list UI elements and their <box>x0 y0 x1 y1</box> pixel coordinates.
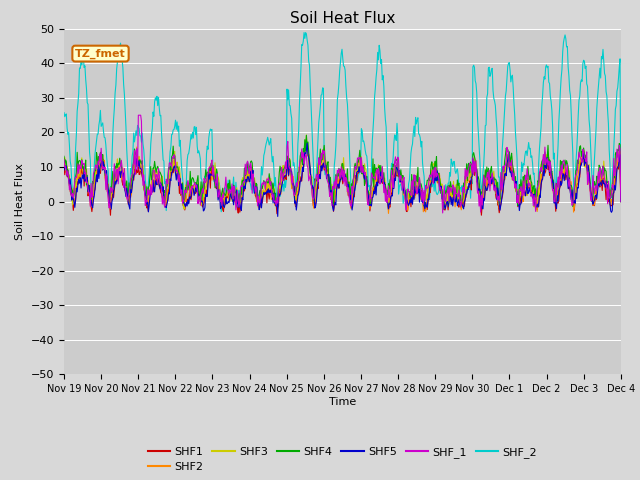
SHF4 <box>411 185 419 191</box>
Line: SHF3: SHF3 <box>64 135 621 209</box>
SHF1 <box>303 139 310 145</box>
SHF3 <box>60 156 68 162</box>
SHF1 <box>428 179 436 184</box>
SHF2 <box>60 159 68 165</box>
SHF2 <box>428 178 436 184</box>
SHF2 <box>385 211 392 216</box>
SHF3 <box>185 182 193 188</box>
SHF_2 <box>428 184 436 190</box>
SHF2 <box>617 199 625 204</box>
SHF1 <box>107 212 115 218</box>
SHF_1 <box>70 189 78 195</box>
SHF4 <box>617 199 625 204</box>
SHF3 <box>127 172 135 178</box>
Line: SHF5: SHF5 <box>64 143 621 216</box>
SHF4 <box>214 170 221 176</box>
SHF1 <box>617 199 625 204</box>
SHF_1 <box>134 112 142 118</box>
SHF4 <box>60 154 68 159</box>
SHF_2 <box>218 209 225 215</box>
Y-axis label: Soil Heat Flux: Soil Heat Flux <box>15 163 25 240</box>
SHF_1 <box>185 181 193 187</box>
SHF3 <box>303 132 310 138</box>
SHF_2 <box>214 181 221 187</box>
SHF4 <box>303 132 310 138</box>
SHF3 <box>214 174 222 180</box>
SHF5 <box>70 199 78 205</box>
Legend: SHF1, SHF2, SHF3, SHF4, SHF5, SHF_1, SHF_2: SHF1, SHF2, SHF3, SHF4, SHF5, SHF_1, SHF… <box>143 442 541 477</box>
SHF5 <box>412 190 419 196</box>
SHF3 <box>180 206 188 212</box>
SHF4 <box>184 187 192 193</box>
SHF2 <box>127 192 135 198</box>
SHF_2 <box>412 115 419 120</box>
SHF2 <box>184 187 192 193</box>
Line: SHF2: SHF2 <box>64 138 621 214</box>
Line: SHF_2: SHF_2 <box>64 33 621 212</box>
Line: SHF1: SHF1 <box>64 142 621 215</box>
Title: Soil Heat Flux: Soil Heat Flux <box>290 11 395 26</box>
Line: SHF_1: SHF_1 <box>64 115 621 213</box>
SHF_1 <box>439 210 447 216</box>
SHF5 <box>60 167 68 173</box>
Text: TZ_fmet: TZ_fmet <box>75 48 126 59</box>
SHF2 <box>303 135 310 141</box>
SHF_2 <box>127 171 135 177</box>
SHF_2 <box>617 199 625 204</box>
SHF_1 <box>617 199 625 204</box>
SHF3 <box>617 199 625 204</box>
SHF_1 <box>127 175 135 180</box>
SHF2 <box>70 196 78 202</box>
SHF1 <box>412 192 419 198</box>
SHF4 <box>70 189 78 195</box>
SHF1 <box>70 202 78 207</box>
SHF1 <box>214 191 222 196</box>
SHF4 <box>440 206 447 212</box>
SHF1 <box>185 200 193 206</box>
SHF5 <box>184 197 192 203</box>
SHF_1 <box>214 194 222 200</box>
SHF3 <box>412 183 419 189</box>
SHF5 <box>127 190 135 196</box>
SHF1 <box>60 163 68 168</box>
SHF2 <box>214 185 221 191</box>
SHF1 <box>128 180 136 186</box>
SHF3 <box>70 188 78 193</box>
SHF3 <box>428 176 436 182</box>
SHF_2 <box>70 189 78 195</box>
SHF_1 <box>411 178 419 184</box>
SHF_1 <box>428 174 435 180</box>
Line: SHF4: SHF4 <box>64 135 621 209</box>
SHF5 <box>617 199 625 204</box>
SHF4 <box>127 175 135 181</box>
SHF_2 <box>60 110 68 116</box>
SHF2 <box>412 185 419 191</box>
SHF5 <box>428 179 436 185</box>
SHF5 <box>214 187 221 193</box>
SHF4 <box>428 162 435 168</box>
X-axis label: Time: Time <box>329 397 356 407</box>
SHF_2 <box>184 152 192 157</box>
SHF5 <box>303 140 311 146</box>
SHF5 <box>274 214 282 219</box>
SHF_1 <box>60 157 68 163</box>
SHF_2 <box>300 30 308 36</box>
